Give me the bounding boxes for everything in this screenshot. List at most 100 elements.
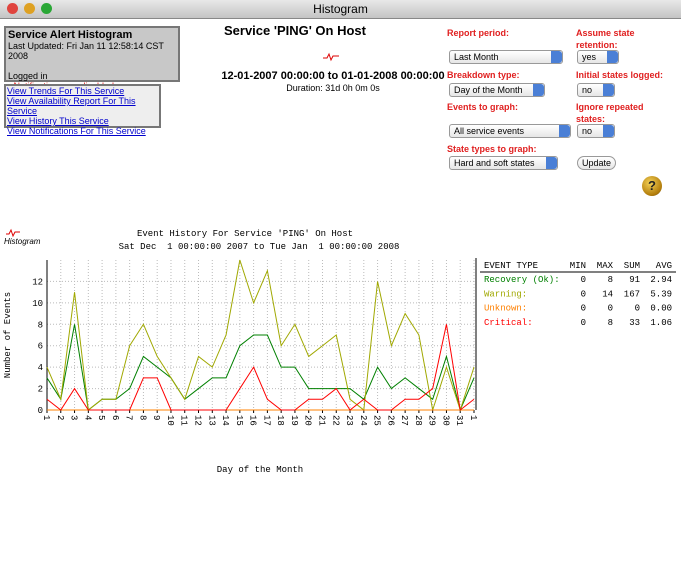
- stats-header: MAX: [597, 261, 614, 271]
- stats-cell: 5.39: [650, 289, 672, 299]
- y-tick-label: 2: [38, 385, 43, 395]
- dropdown[interactable]: All service events: [449, 124, 571, 138]
- x-axis-label: Day of the Month: [217, 465, 303, 475]
- x-tick-label: 14: [220, 415, 230, 426]
- stats-cell: 91: [629, 275, 640, 285]
- dropdown[interactable]: no: [577, 124, 615, 138]
- zoom-button[interactable]: [41, 3, 52, 14]
- stats-cell: 0.00: [650, 304, 672, 314]
- link[interactable]: View History This Service: [7, 116, 109, 126]
- dropdown-value: Hard and soft states: [454, 158, 535, 168]
- close-button[interactable]: [7, 3, 18, 14]
- page-title: Service 'PING' On Host: [223, 23, 366, 38]
- chart: Histogram Event History For Service 'PING…: [3, 228, 676, 475]
- stats-cell: 0: [608, 304, 613, 314]
- dropdown-value: Day of the Month: [454, 85, 523, 95]
- stats-header: MIN: [570, 261, 586, 271]
- field-label: Breakdown type:: [447, 70, 520, 80]
- dropdown[interactable]: no: [577, 83, 615, 97]
- dropdown-value: yes: [582, 52, 597, 62]
- x-tick-label: 31: [454, 415, 464, 426]
- x-tick-label: 11: [179, 415, 189, 426]
- dropdown-arrow: [603, 125, 614, 137]
- dropdown[interactable]: Last Month: [449, 50, 563, 64]
- x-tick-label: 19: [289, 415, 299, 426]
- y-tick-label: 6: [38, 342, 43, 352]
- x-tick-label: 16: [248, 415, 258, 426]
- stats-type: Critical:: [484, 318, 533, 328]
- info-title: Service Alert Histogram: [8, 29, 133, 41]
- stats-type: Warning:: [484, 289, 527, 299]
- field-label: Report period:: [447, 28, 509, 38]
- y-tick-label: 8: [38, 320, 43, 330]
- x-tick-label: 21: [316, 415, 326, 426]
- dropdown-arrow: [603, 84, 614, 96]
- field-label: State types to graph:: [447, 144, 537, 154]
- dropdown-value: Last Month: [454, 52, 499, 62]
- dropdown-arrow: [559, 125, 570, 137]
- dropdown[interactable]: yes: [577, 50, 619, 64]
- stats-type: Unknown:: [484, 304, 527, 314]
- x-tick-label: 6: [110, 415, 120, 420]
- link[interactable]: View Trends For This Service: [7, 86, 125, 96]
- x-tick-label: 29: [427, 415, 437, 426]
- x-tick-label: 1: [468, 415, 478, 420]
- stats-cell: 0: [581, 275, 586, 285]
- logged-in: Logged in: [8, 71, 48, 81]
- stats-cell: 167: [624, 289, 640, 299]
- x-tick-label: 26: [385, 415, 395, 426]
- info-box: Service Alert Histogram Last Updated: Fr…: [4, 26, 180, 91]
- last-updated: Last Updated: Fri Jan 11 12:58:14 CST 20…: [8, 41, 164, 61]
- stats-cell: 0: [581, 289, 586, 299]
- series-line: [46, 324, 475, 411]
- stats-cell: 1.06: [650, 318, 672, 328]
- date-range: 12-01-2007 00:00:00 to 01-01-2008 00:00:…: [221, 70, 445, 82]
- x-tick-label: 15: [234, 415, 244, 426]
- x-tick-label: 10: [165, 415, 175, 426]
- chart-title: Event History For Service 'PING' On Host: [137, 229, 353, 239]
- stats-cell: 33: [629, 318, 640, 328]
- icon-label: Histogram: [4, 237, 41, 246]
- icon: [323, 52, 339, 62]
- dropdown-arrow: [551, 51, 562, 63]
- minimize-button[interactable]: [24, 3, 35, 14]
- x-tick-label: 2: [55, 415, 65, 420]
- link[interactable]: View Availability Report For This Servic…: [7, 96, 136, 116]
- y-axis-label: Number of Events: [3, 292, 13, 378]
- dropdown-arrow: [607, 51, 618, 63]
- dropdown[interactable]: Hard and soft states: [449, 156, 558, 170]
- title-bar: Histogram: [0, 0, 681, 19]
- field-label: Initial states logged:: [576, 70, 664, 80]
- duration: Duration: 31d 0h 0m 0s: [286, 83, 380, 93]
- stats-header: AVG: [656, 261, 672, 271]
- dropdown-value: no: [582, 126, 593, 136]
- stats-cell: 8: [608, 318, 613, 328]
- x-tick-label: 23: [344, 415, 354, 426]
- x-tick-label: 9: [151, 415, 161, 420]
- help-icon[interactable]: ?: [642, 176, 662, 196]
- stats-cell: 0: [581, 318, 586, 328]
- stats-cell: 8: [608, 275, 613, 285]
- dropdown[interactable]: Day of the Month: [449, 83, 545, 97]
- x-tick-label: 1: [41, 415, 51, 420]
- icon: [6, 228, 20, 238]
- x-tick-label: 13: [206, 415, 216, 426]
- x-tick-label: 18: [275, 415, 285, 426]
- series-line: [46, 259, 475, 412]
- x-tick-label: 22: [330, 415, 340, 426]
- update-button[interactable]: Update: [577, 156, 616, 170]
- dropdown-value: All service events: [454, 126, 525, 136]
- x-tick-label: 24: [358, 415, 368, 426]
- x-tick-label: 28: [413, 415, 423, 426]
- stats-header: SUM: [624, 261, 640, 271]
- x-tick-label: 20: [303, 415, 313, 426]
- stats-header: EVENT TYPE: [484, 261, 538, 271]
- y-tick-label: 0: [38, 406, 43, 416]
- x-tick-label: 4: [82, 415, 92, 420]
- link[interactable]: View Notifications For This Service: [7, 126, 146, 136]
- dropdown-arrow: [533, 84, 544, 96]
- x-tick-label: 25: [372, 415, 382, 426]
- y-tick-label: 10: [32, 299, 43, 309]
- field-label: Assume state retention:: [576, 28, 635, 50]
